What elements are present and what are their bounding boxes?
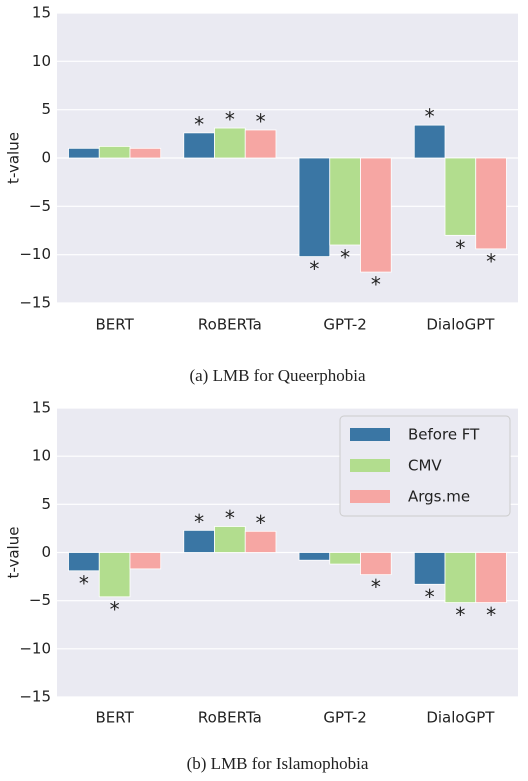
bar [444,552,477,603]
bar [298,552,331,561]
caption: (a) LMB for Queerphobia [189,366,366,385]
significance-star: * [371,273,381,297]
y-tick-label: 5 [41,100,51,118]
significance-star: * [455,603,465,627]
caption: (b) LMB for Islamophobia [187,754,369,773]
x-tick-label: DialoGPT [426,316,495,334]
significance-star: * [256,109,266,133]
bar [475,552,507,603]
y-tick-label: 10 [32,52,51,70]
legend-label: Before FT [408,426,480,444]
y-tick-label: −5 [29,197,51,215]
x-tick-label: DialoGPT [426,709,495,727]
bar [244,530,277,553]
bar [413,124,446,159]
bar [360,552,392,576]
significance-star: * [455,236,465,260]
bar [475,157,507,250]
significance-star: * [371,575,381,599]
legend-label: CMV [408,457,442,475]
legend-swatch [350,490,390,503]
significance-star: * [340,246,350,270]
legend: Before FT CMV Args.me [339,415,511,517]
bar [98,552,131,598]
bar [68,147,100,159]
bar [214,127,246,159]
x-tick-label: RoBERTa [198,316,262,334]
y-tick-label: −10 [19,245,51,263]
significance-star: * [425,585,435,609]
significance-star: * [425,105,435,129]
bar [329,157,361,246]
significance-star: * [309,257,319,281]
significance-star: * [486,603,496,627]
significance-star: * [225,506,235,530]
y-tick-label: 15 [32,399,51,417]
x-tick-label: BERT [95,316,134,334]
bar [298,157,331,257]
y-axis-label: t-value [5,132,23,184]
bar [68,552,100,572]
significance-star: * [256,511,266,535]
significance-star: * [486,249,496,273]
significance-star: * [225,108,235,132]
y-tick-label: 0 [41,543,51,561]
y-axis-label: t-value [5,527,23,579]
bar [329,552,361,565]
significance-star: * [79,571,89,595]
x-tick-label: GPT-2 [323,316,366,334]
x-tick-label: RoBERTa [198,709,262,727]
bar [444,157,477,236]
legend-swatch [350,428,390,441]
bar [360,157,392,273]
bar [413,552,446,585]
y-tick-label: 10 [32,447,51,465]
y-tick-label: 0 [41,149,51,167]
significance-star: * [110,597,120,621]
y-tick-label: −15 [19,688,51,706]
y-tick-label: −5 [29,591,51,609]
bar [98,145,131,159]
significance-star: * [194,510,204,534]
x-tick-label: BERT [95,709,134,727]
x-tick-label: GPT-2 [323,709,366,727]
y-tick-label: 15 [32,4,51,22]
bar [129,552,162,570]
bar [244,129,277,159]
bar [183,132,215,159]
legend-label: Args.me [408,488,470,506]
bar [214,526,246,553]
bar [129,147,162,159]
legend-swatch [350,459,390,472]
y-tick-label: 5 [41,495,51,513]
y-tick-label: −10 [19,639,51,657]
significance-star: * [194,112,204,136]
y-tick-label: −15 [19,294,51,312]
